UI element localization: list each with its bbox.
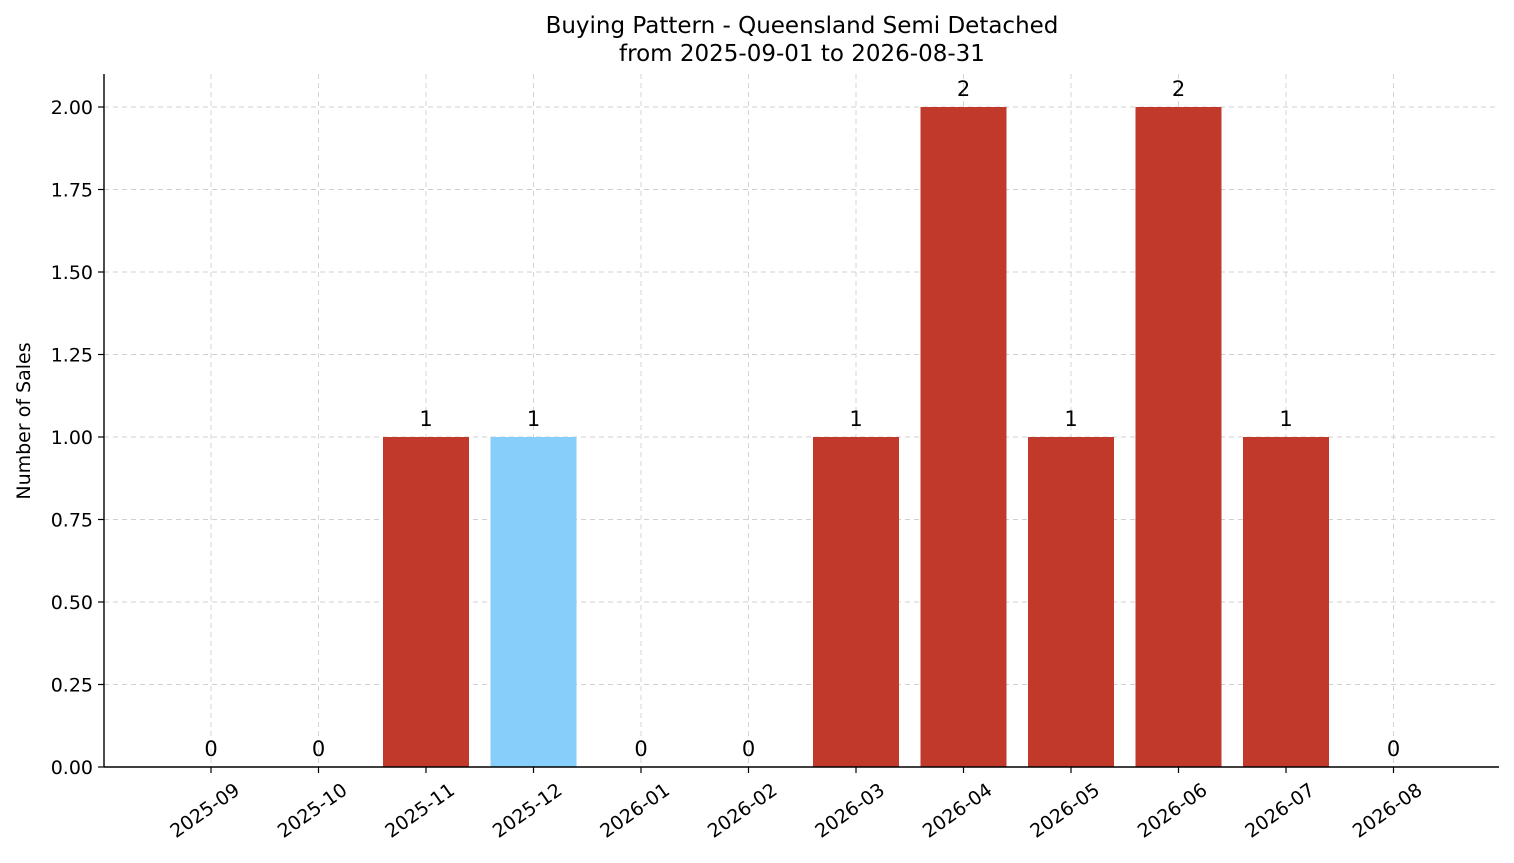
y-tick-label: 0.50 bbox=[51, 592, 93, 614]
bar-2026-07 bbox=[1243, 437, 1329, 767]
x-tick-label: 2026-08 bbox=[1349, 779, 1427, 843]
x-tick-label: 2025-09 bbox=[166, 779, 244, 843]
data-label-2026-06: 2 bbox=[1172, 77, 1185, 101]
y-tick-label: 1.75 bbox=[51, 180, 93, 202]
data-label-2026-01: 0 bbox=[634, 737, 647, 761]
x-tick-label: 2025-11 bbox=[381, 779, 459, 843]
data-label-2025-09: 0 bbox=[204, 737, 217, 761]
bar-2026-04 bbox=[920, 107, 1007, 767]
y-axis-label: Number of Sales bbox=[13, 342, 35, 499]
data-label-2026-05: 1 bbox=[1064, 407, 1077, 431]
chart-title: Buying Pattern - Queensland Semi Detache… bbox=[546, 13, 1059, 39]
x-ticks-layer: 2025-09 2025-10 2025-11 2025-12 2026-01 2026-… bbox=[166, 767, 1426, 843]
x-tick-label: 2026-04 bbox=[919, 779, 997, 843]
chart-subtitle: from 2025-09-01 to 2026-08-31 bbox=[619, 41, 985, 67]
bar-2026-06 bbox=[1135, 107, 1222, 767]
y-tick-label: 0.00 bbox=[51, 757, 93, 779]
data-label-2025-10: 0 bbox=[312, 737, 325, 761]
data-labels-layer: 0 0 1 1 0 0 1 2 1 2 1 0 bbox=[204, 77, 1400, 761]
y-tick-label: 1.25 bbox=[51, 345, 93, 367]
x-tick-label: 2026-07 bbox=[1241, 779, 1319, 843]
y-tick-label: 0.25 bbox=[51, 675, 93, 697]
bars-layer bbox=[383, 107, 1329, 767]
data-label-2025-12: 1 bbox=[527, 407, 540, 431]
x-tick-label: 2026-06 bbox=[1134, 779, 1212, 843]
x-tick-label: 2026-01 bbox=[596, 779, 674, 843]
y-tick-label: 2.00 bbox=[51, 97, 93, 119]
x-tick-label: 2026-03 bbox=[811, 779, 889, 843]
y-tick-label: 1.00 bbox=[51, 427, 93, 449]
y-tick-label: 1.50 bbox=[51, 262, 93, 284]
data-label-2025-11: 1 bbox=[419, 407, 432, 431]
data-label-2026-03: 1 bbox=[849, 407, 862, 431]
bar-2025-12 bbox=[490, 437, 577, 767]
data-label-2026-02: 0 bbox=[742, 737, 755, 761]
x-tick-label: 2026-05 bbox=[1026, 779, 1104, 843]
x-tick-label: 2026-02 bbox=[704, 779, 782, 843]
bar-2025-11 bbox=[383, 437, 469, 767]
y-tick-label: 0.75 bbox=[51, 510, 93, 532]
x-tick-label: 2025-12 bbox=[489, 779, 567, 843]
data-label-2026-04: 2 bbox=[957, 77, 970, 101]
data-label-2026-07: 1 bbox=[1279, 407, 1292, 431]
data-label-2026-08: 0 bbox=[1387, 737, 1400, 761]
y-ticks-layer: 0.00 0.25 0.50 0.75 1.00 1.25 1.50 1.75 2.00 bbox=[51, 97, 104, 779]
x-tick-label: 2025-10 bbox=[274, 779, 352, 843]
bar-2026-03 bbox=[813, 437, 899, 767]
bar-2026-05 bbox=[1028, 437, 1114, 767]
